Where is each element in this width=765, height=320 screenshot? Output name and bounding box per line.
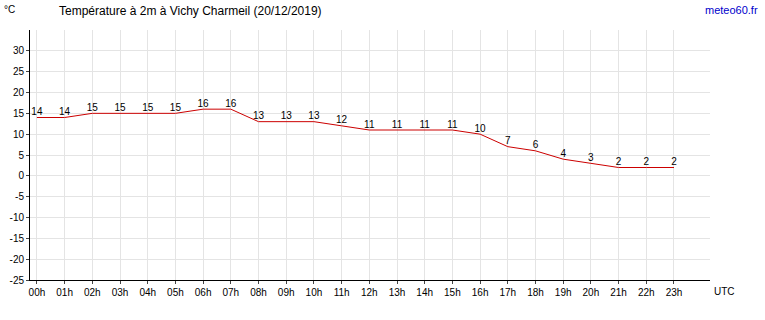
svg-text:13: 13 [253, 110, 265, 121]
svg-text:13: 13 [308, 110, 320, 121]
svg-text:20: 20 [13, 87, 25, 98]
svg-text:13: 13 [281, 110, 293, 121]
svg-text:meteo60.fr: meteo60.fr [705, 4, 758, 16]
svg-text:2: 2 [644, 156, 650, 167]
svg-text:15: 15 [13, 108, 25, 119]
svg-text:16: 16 [225, 98, 237, 109]
svg-text:17h: 17h [499, 287, 516, 298]
svg-text:11: 11 [447, 119, 458, 130]
svg-text:12: 12 [336, 114, 348, 125]
svg-text:22h: 22h [638, 287, 655, 298]
svg-text:03h: 03h [112, 287, 129, 298]
svg-text:14h: 14h [416, 287, 433, 298]
svg-text:10: 10 [13, 129, 25, 140]
svg-text:25: 25 [13, 66, 25, 77]
svg-text:00h: 00h [29, 287, 46, 298]
svg-text:3: 3 [588, 152, 594, 163]
svg-text:15h: 15h [444, 287, 461, 298]
svg-text:11: 11 [420, 119, 431, 130]
svg-text:06h: 06h [195, 287, 212, 298]
svg-text:09h: 09h [278, 287, 295, 298]
svg-text:Température à 2m à Vichy Charm: Température à 2m à Vichy Charmeil (20/12… [59, 4, 322, 18]
svg-text:11: 11 [392, 119, 403, 130]
svg-text:07h: 07h [222, 287, 239, 298]
svg-text:2: 2 [616, 156, 622, 167]
svg-text:7: 7 [505, 135, 511, 146]
svg-text:04h: 04h [139, 287, 156, 298]
svg-text:14: 14 [31, 106, 43, 117]
svg-text:16h: 16h [472, 287, 489, 298]
svg-text:-5: -5 [15, 191, 24, 202]
svg-text:10: 10 [475, 123, 487, 134]
svg-text:14: 14 [59, 106, 71, 117]
svg-text:15: 15 [87, 102, 99, 113]
svg-text:01h: 01h [56, 287, 73, 298]
svg-text:05h: 05h [167, 287, 184, 298]
svg-text:13h: 13h [389, 287, 406, 298]
svg-text:15: 15 [142, 102, 154, 113]
svg-text:°C: °C [4, 4, 15, 15]
svg-text:15: 15 [170, 102, 182, 113]
svg-text:-25: -25 [10, 275, 25, 286]
svg-text:08h: 08h [250, 287, 267, 298]
svg-text:20h: 20h [583, 287, 600, 298]
svg-text:11h: 11h [334, 287, 350, 298]
svg-text:21h: 21h [610, 287, 627, 298]
svg-text:UTC: UTC [714, 286, 735, 297]
svg-text:2: 2 [671, 156, 677, 167]
svg-text:16: 16 [198, 98, 210, 109]
svg-text:10h: 10h [306, 287, 323, 298]
svg-text:30: 30 [13, 45, 25, 56]
svg-text:19h: 19h [555, 287, 572, 298]
svg-text:02h: 02h [84, 287, 101, 298]
svg-text:6: 6 [533, 139, 539, 150]
svg-text:23h: 23h [666, 287, 683, 298]
svg-text:5: 5 [18, 150, 24, 161]
svg-text:15: 15 [114, 102, 126, 113]
svg-text:-10: -10 [10, 212, 25, 223]
svg-text:-20: -20 [10, 254, 25, 265]
svg-text:11: 11 [364, 119, 375, 130]
svg-text:18h: 18h [527, 287, 544, 298]
svg-text:-15: -15 [10, 233, 25, 244]
svg-text:12h: 12h [361, 287, 378, 298]
svg-text:4: 4 [560, 148, 566, 159]
svg-text:0: 0 [18, 170, 24, 181]
